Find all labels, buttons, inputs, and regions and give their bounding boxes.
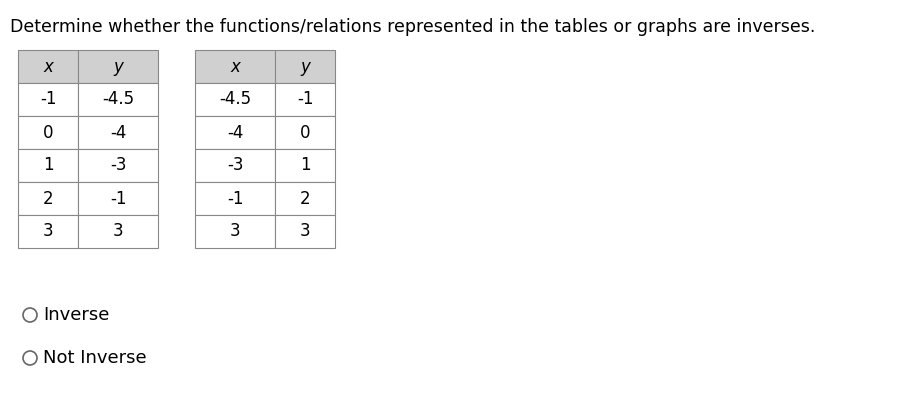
Text: -1: -1 — [227, 190, 243, 208]
Circle shape — [23, 308, 37, 322]
Bar — [195, 182, 275, 215]
Text: -1: -1 — [40, 91, 56, 109]
Bar — [18, 215, 78, 248]
Text: Not Inverse: Not Inverse — [43, 349, 147, 367]
Bar — [18, 182, 78, 215]
Text: Inverse: Inverse — [43, 306, 110, 324]
Text: x: x — [230, 57, 240, 75]
Text: 0: 0 — [43, 124, 53, 141]
Text: Determine whether the functions/relations represented in the tables or graphs ar: Determine whether the functions/relation… — [10, 18, 815, 36]
Bar — [78, 116, 158, 149]
Bar — [195, 149, 275, 182]
Text: 3: 3 — [300, 223, 310, 240]
Bar — [275, 182, 335, 215]
Bar — [195, 50, 275, 83]
Bar — [275, 50, 335, 83]
Text: -3: -3 — [110, 156, 127, 174]
Text: 0: 0 — [300, 124, 310, 141]
Bar — [275, 116, 335, 149]
Text: 2: 2 — [300, 190, 310, 208]
Bar — [78, 215, 158, 248]
Bar — [275, 149, 335, 182]
Text: 1: 1 — [43, 156, 53, 174]
Text: 1: 1 — [300, 156, 310, 174]
Bar — [275, 215, 335, 248]
Text: -4.5: -4.5 — [102, 91, 134, 109]
Text: 2: 2 — [43, 190, 53, 208]
Bar — [275, 83, 335, 116]
Text: -4: -4 — [227, 124, 243, 141]
Text: -4: -4 — [110, 124, 126, 141]
Bar — [78, 50, 158, 83]
Text: -1: -1 — [297, 91, 313, 109]
Text: y: y — [113, 57, 123, 75]
Bar — [78, 83, 158, 116]
Bar — [78, 182, 158, 215]
Text: -4.5: -4.5 — [219, 91, 251, 109]
Text: 3: 3 — [230, 223, 241, 240]
Bar — [18, 116, 78, 149]
Bar — [18, 50, 78, 83]
Text: -3: -3 — [227, 156, 243, 174]
Text: x: x — [43, 57, 52, 75]
Bar — [18, 83, 78, 116]
Circle shape — [23, 351, 37, 365]
Bar — [18, 149, 78, 182]
Text: -1: -1 — [110, 190, 127, 208]
Bar — [195, 215, 275, 248]
Text: y: y — [300, 57, 310, 75]
Bar — [195, 83, 275, 116]
Bar — [195, 116, 275, 149]
Bar — [78, 149, 158, 182]
Text: 3: 3 — [43, 223, 53, 240]
Text: 3: 3 — [113, 223, 123, 240]
